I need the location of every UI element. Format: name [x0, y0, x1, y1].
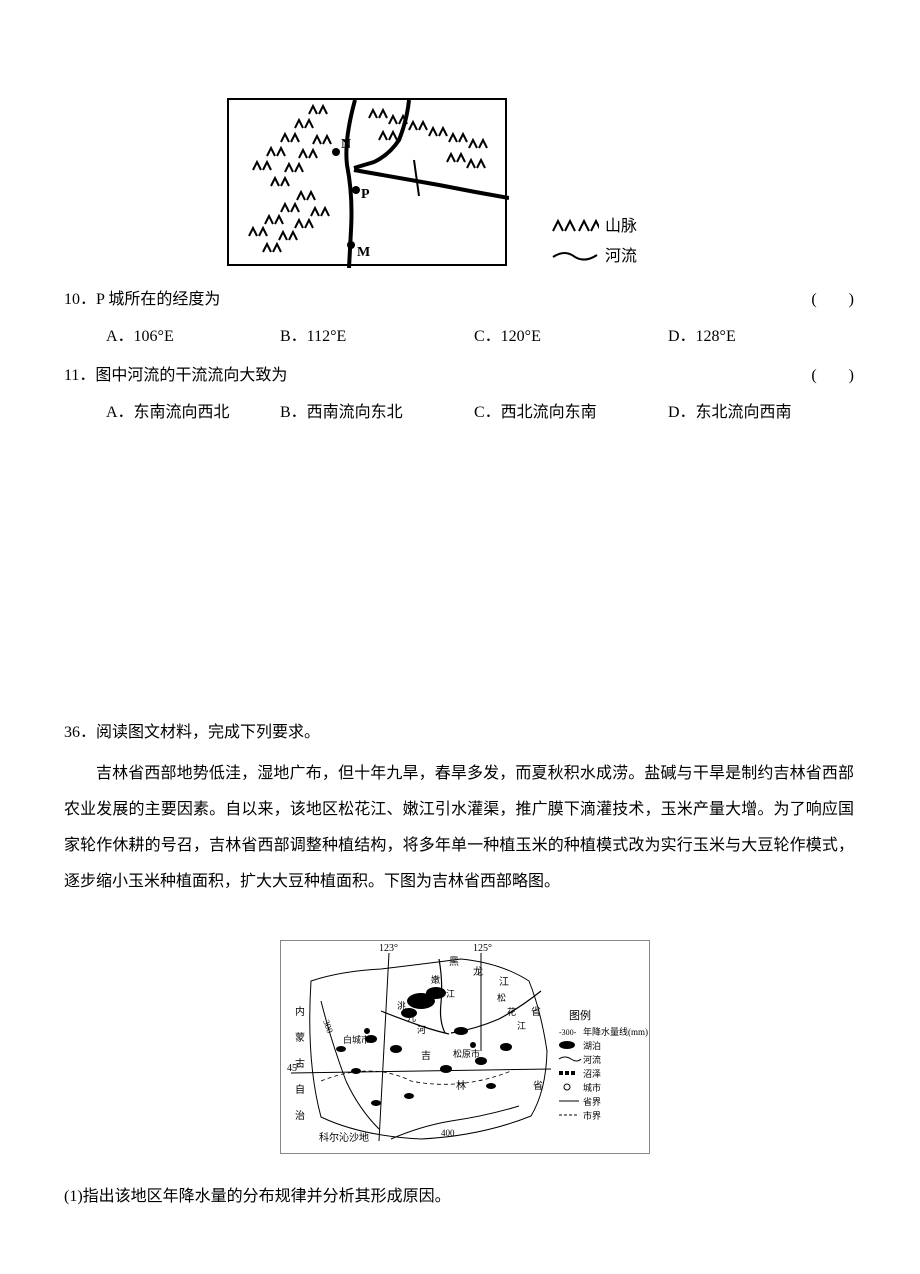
q11-opt-a: A．东南流向西北: [106, 398, 276, 422]
prov-sheng: 省: [531, 1005, 541, 1018]
question-36: 36．阅读图文材料，完成下列要求。 吉林省西部地势低洼，湿地广布，但十年九旱，春…: [64, 718, 854, 900]
point-p-label: P: [361, 187, 370, 202]
question-10: 10．P 城所在的经度为 ( ) A．106°E B．112°E C．120°E…: [64, 286, 854, 346]
q10-opt-d: D．128°E: [668, 322, 736, 346]
inner-border: [321, 1071, 511, 1084]
riv-he: 河: [417, 1024, 426, 1035]
prov-gu: 古: [295, 1057, 305, 1070]
riv-nen: 嫩: [431, 974, 440, 985]
q10-stem: 10．P 城所在的经度为 ( ): [64, 286, 854, 314]
prov-nei: 内: [295, 1005, 305, 1018]
lakes-swamps: [336, 987, 512, 1106]
leg-city: 城市: [583, 1082, 601, 1093]
q36-title: 36．阅读图文材料，完成下列要求。: [64, 718, 854, 742]
q11-opt-d: D．东北流向西南: [668, 398, 792, 422]
q10-opt-a: A．106°E: [106, 322, 276, 346]
figure-2: 123° 125° 45°: [280, 940, 660, 1160]
river-icon: [551, 247, 601, 268]
q10-paren: ( ): [811, 286, 854, 314]
q36-number: 36．: [64, 724, 96, 741]
riv-song: 松: [497, 992, 506, 1003]
figure-1: N P M 山脉 河流: [227, 98, 701, 268]
q10-text: P 城所在的经度为: [96, 291, 220, 308]
map-svg-2: 123° 125° 45°: [281, 941, 651, 1155]
riv-hua: 花: [507, 1006, 516, 1017]
leg-provborder: 省界: [583, 1096, 601, 1107]
q10-options: A．106°E B．112°E C．120°E D．128°E: [64, 322, 854, 346]
svg-text:-300-: -300-: [559, 1028, 577, 1037]
mountain-ranges: [249, 106, 487, 252]
q11-stem: 11．图中河流的干流流向大致为 ( ): [64, 362, 854, 390]
leg-lake: 湖泊: [583, 1041, 601, 1051]
riv-jiang1: 江: [446, 989, 455, 999]
city-songyuan: [470, 1042, 476, 1048]
city-baicheng: [364, 1028, 370, 1034]
prov-zhi: 治: [295, 1109, 305, 1122]
legend2-title: 图例: [569, 1008, 591, 1022]
rivers: [346, 100, 509, 268]
iso-400-label: 400: [441, 1128, 455, 1138]
leg-river: 河流: [583, 1054, 601, 1065]
leg-swamp: 沼泽: [583, 1069, 601, 1079]
q11-paren: ( ): [811, 362, 854, 390]
legend2-items: -300- 年降水量线(mm) 湖泊 河流 沼泽 城市 省界 市界: [559, 1026, 648, 1121]
q11-number: 11．: [64, 367, 95, 384]
q10-number: 10．: [64, 291, 96, 308]
q10-opt-b: B．112°E: [280, 322, 470, 346]
riv-er: 儿: [407, 1013, 416, 1023]
point-m: [347, 241, 355, 249]
leg-cityborder: 市界: [583, 1110, 601, 1121]
legend-river: 河流: [551, 242, 637, 268]
city-songyuan-label: 松原市: [453, 1048, 480, 1059]
point-m-label: M: [357, 245, 370, 260]
legend-mountain: 山脉: [551, 212, 637, 238]
prov-jiang: 江: [499, 976, 509, 988]
city-baicheng-label: 白城市: [343, 1034, 370, 1045]
figure-1-legend: 山脉 河流: [551, 208, 637, 272]
riv-tao: 洮: [397, 1000, 406, 1011]
riv-jiang2: 江: [517, 1021, 526, 1031]
map-box-2: 123° 125° 45°: [280, 940, 650, 1154]
point-n: [332, 148, 340, 156]
prov-hei: 黑: [449, 956, 459, 968]
q11-opt-b: B．西南流向东北: [280, 398, 470, 422]
lon-line-123: [379, 953, 389, 1141]
lon-label-125: 125°: [473, 943, 492, 954]
reg-sheng: 省: [533, 1079, 543, 1092]
question-11: 11．图中河流的干流流向大致为 ( ) A．东南流向西北 B．西南流向东北 C．…: [64, 362, 854, 422]
q36-paragraph: 吉林省西部地势低洼，湿地广布，但十年九旱，春旱多发，而夏秋积水成涝。盐碱与干旱是…: [64, 756, 854, 900]
q11-text: 图中河流的干流流向大致为: [95, 367, 287, 384]
point-n-label: N: [341, 137, 351, 152]
prov-meng: 蒙: [295, 1031, 305, 1044]
legend-river-label: 河流: [605, 248, 637, 265]
mountain-icon: [551, 217, 601, 238]
q36-sub1: (1)指出该地区年降水量的分布规律并分析其形成原因。: [64, 1182, 854, 1206]
q36-sub1-block: (1)指出该地区年降水量的分布规律并分析其形成原因。: [64, 1182, 854, 1206]
iso-300-label: 300: [321, 1018, 335, 1035]
isoline-400: [391, 1106, 519, 1139]
map-svg-1: N P M: [229, 100, 509, 268]
map-box-1: N P M: [227, 98, 507, 266]
leg-iso: 年降水量线(mm): [583, 1026, 648, 1037]
legend-mountain-label: 山脉: [605, 218, 637, 235]
q36-title-text: 阅读图文材料，完成下列要求。: [96, 724, 320, 741]
prov-zi: 自: [295, 1083, 305, 1096]
q11-opt-c: C．西北流向东南: [474, 398, 664, 422]
prov-long: 龙: [473, 965, 483, 978]
reg-lin: 林: [456, 1079, 466, 1092]
sand-label: 科尔沁沙地: [319, 1131, 369, 1144]
q11-options: A．东南流向西北 B．西南流向东北 C．西北流向东南 D．东北流向西南: [64, 398, 854, 422]
q10-opt-c: C．120°E: [474, 322, 664, 346]
reg-ji: 吉: [421, 1050, 431, 1062]
lat-line-45: [291, 1069, 551, 1073]
lon-label-123: 123°: [379, 943, 398, 954]
point-p: [352, 186, 360, 194]
